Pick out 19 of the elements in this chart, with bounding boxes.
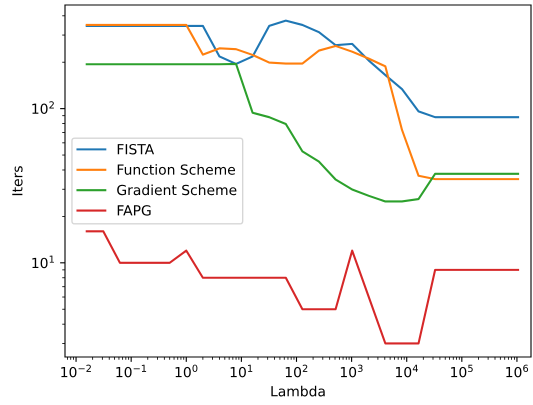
line-series [86,62,520,203]
x-tick-label: 10$^{0}$ [176,364,198,378]
x-tick-label: 10$^{2}$ [286,364,308,378]
legend-label: FAPG [118,205,151,216]
x-tick-label: 10$^{6}$ [506,364,528,378]
x-tick-label: 10$^{4}$ [396,364,418,378]
legend-label: FISTA [118,144,154,154]
y-axis-title: Iters [12,166,23,196]
x-tick-label: 10$^{−1}$ [116,364,146,378]
line-series [86,24,520,180]
x-tick-label: 10$^{5}$ [451,364,473,378]
x-axis-title: Lambda [271,386,325,396]
line-series [86,230,520,344]
x-tick-label: 10$^{3}$ [340,364,363,378]
x-tick-label: 10$^{1}$ [230,364,252,378]
legend-label: Gradient Scheme [117,184,236,196]
x-tick-label: 10$^{−2}$ [61,364,91,378]
line-series [86,20,520,118]
legend-label: Function Scheme [118,164,236,175]
